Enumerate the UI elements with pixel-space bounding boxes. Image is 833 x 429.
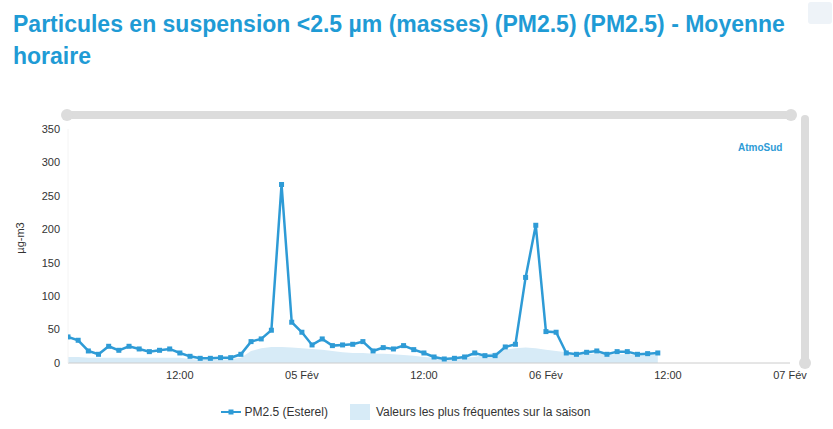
svg-text:50: 50 <box>48 323 60 335</box>
html-text:Valeurs les plus fréquentes su: Valeurs les plus fréquentes sur la saiso… <box>375 405 591 419</box>
svg-text:350: 350 <box>42 123 60 135</box>
svg-text:12:00: 12:00 <box>410 369 438 381</box>
svg-text:12:00: 12:00 <box>654 369 682 381</box>
svg-text:150: 150 <box>42 257 60 269</box>
svg-text:0: 0 <box>54 357 60 369</box>
html-text:AtmoSud: AtmoSud <box>738 142 783 153</box>
svg-text:300: 300 <box>42 156 60 168</box>
svg-text:12:00: 12:00 <box>166 369 194 381</box>
html-text:µg-m3: µg-m3 <box>14 222 26 254</box>
svg-text:07 Fév: 07 Fév <box>773 369 807 381</box>
svg-text:100: 100 <box>42 290 60 302</box>
svg-text:05 Fév: 05 Fév <box>285 369 319 381</box>
svg-text:200: 200 <box>42 223 60 235</box>
html-text:PM2.5 (Esterel): PM2.5 (Esterel) <box>244 405 328 419</box>
html-text:Particules en suspension <2.5: Particules en suspension <2.5 µm (masses… <box>13 11 785 69</box>
svg-text:250: 250 <box>42 190 60 202</box>
svg-text:06 Fév: 06 Fév <box>529 369 563 381</box>
